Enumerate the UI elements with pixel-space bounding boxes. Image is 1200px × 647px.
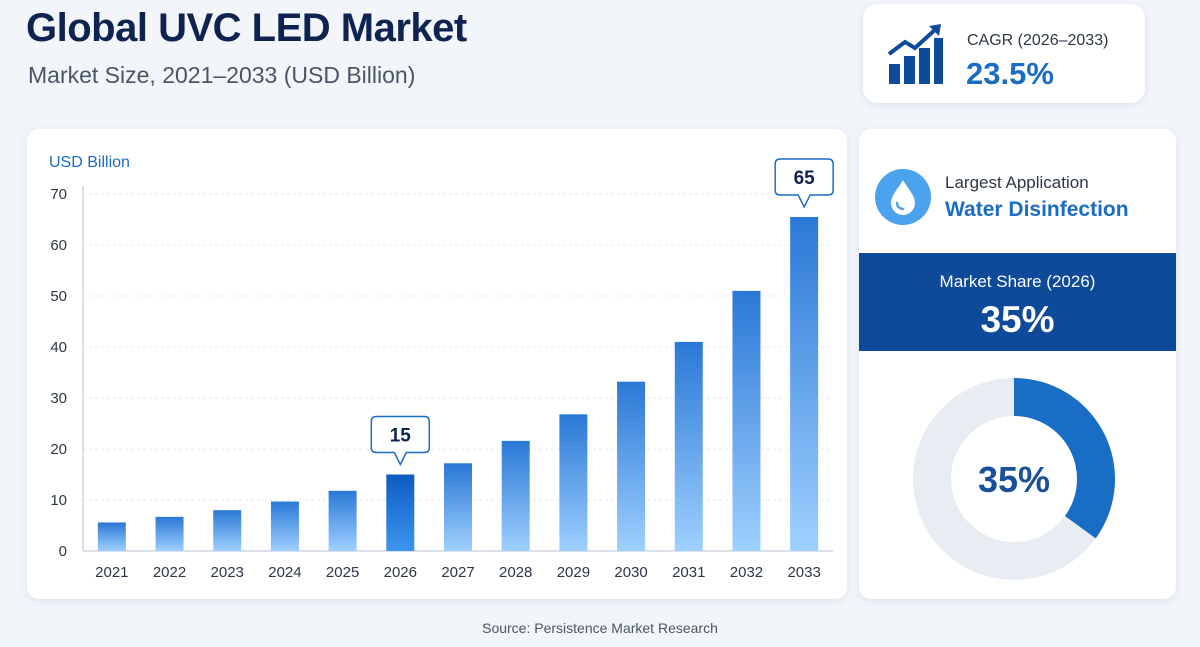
x-tick-label: 2021 (95, 564, 128, 581)
x-tick-label: 2027 (441, 564, 474, 581)
bar-2030 (617, 381, 646, 551)
market-share-band: Market Share (2026) 35% (859, 253, 1176, 351)
x-tick-label: 2029 (557, 564, 590, 581)
x-tick-label: 2028 (499, 564, 532, 581)
y-tick-label: 40 (50, 339, 67, 356)
bar-2032 (732, 290, 761, 551)
y-tick-label: 60 (50, 237, 67, 254)
bar-2027 (444, 463, 472, 551)
bar-2021 (97, 522, 126, 551)
bar-2025 (328, 490, 357, 551)
cagr-value: 23.5% (966, 56, 1054, 91)
x-tick-label: 2023 (211, 564, 244, 581)
data-label-2033: 65 (794, 168, 816, 189)
x-tick-label: 2030 (614, 564, 647, 581)
bar-chart-growth-icon (887, 24, 943, 84)
application-value: Water Disinfection (945, 198, 1129, 221)
x-tick-label: 2024 (268, 564, 301, 581)
cagr-card: CAGR (2026–2033) 23.5% (863, 4, 1145, 103)
bar-2031 (674, 341, 703, 551)
bar-2033 (790, 216, 819, 551)
market-share-donut: 35% (913, 378, 1115, 580)
x-tick-label: 2033 (787, 564, 820, 581)
bar-2029 (559, 414, 588, 551)
donut-share-slice (1014, 378, 1115, 539)
cagr-label: CAGR (2026–2033) (967, 32, 1109, 49)
donut-center-label: 35% (978, 459, 1050, 500)
x-tick-label: 2025 (326, 564, 359, 581)
y-tick-label: 30 (50, 390, 67, 407)
callout-2033 (774, 158, 834, 209)
source-note: Source: Persistence Market Research (482, 620, 718, 636)
water-drop-icon (875, 169, 931, 225)
x-tick-label: 2032 (730, 564, 763, 581)
y-tick-label: 70 (50, 186, 67, 203)
data-label-2026: 15 (390, 426, 412, 447)
y-tick-label: 20 (50, 441, 67, 458)
market-share-value: 35% (980, 299, 1055, 340)
y-tick-label: 10 (50, 492, 67, 509)
x-tick-label: 2026 (384, 564, 417, 581)
market-size-chart-card: USD Billion 0 10 20 30 40 50 60 70 2021 2022 2023 20… (27, 129, 847, 599)
market-share-label: Market Share (2026) (939, 272, 1096, 291)
bar-2026 (386, 474, 415, 551)
y-axis-label: USD Billion (49, 154, 130, 171)
page-subtitle: Market Size, 2021–2033 (USD Billion) (28, 62, 416, 88)
bar-2022 (155, 516, 184, 551)
bar-2024 (270, 501, 299, 551)
callout-2026 (370, 415, 431, 467)
application-card: Largest Application Water Disinfection M… (859, 129, 1176, 599)
y-tick-label: 0 (59, 543, 67, 560)
x-tick-label: 2031 (672, 564, 705, 581)
y-tick-label: 50 (50, 288, 67, 305)
x-tick-label: 2022 (153, 564, 186, 581)
bar-2023 (213, 510, 242, 551)
application-label: Largest Application (945, 173, 1089, 192)
bar-2028 (501, 440, 530, 551)
page-title: Global UVC LED Market (26, 6, 467, 50)
